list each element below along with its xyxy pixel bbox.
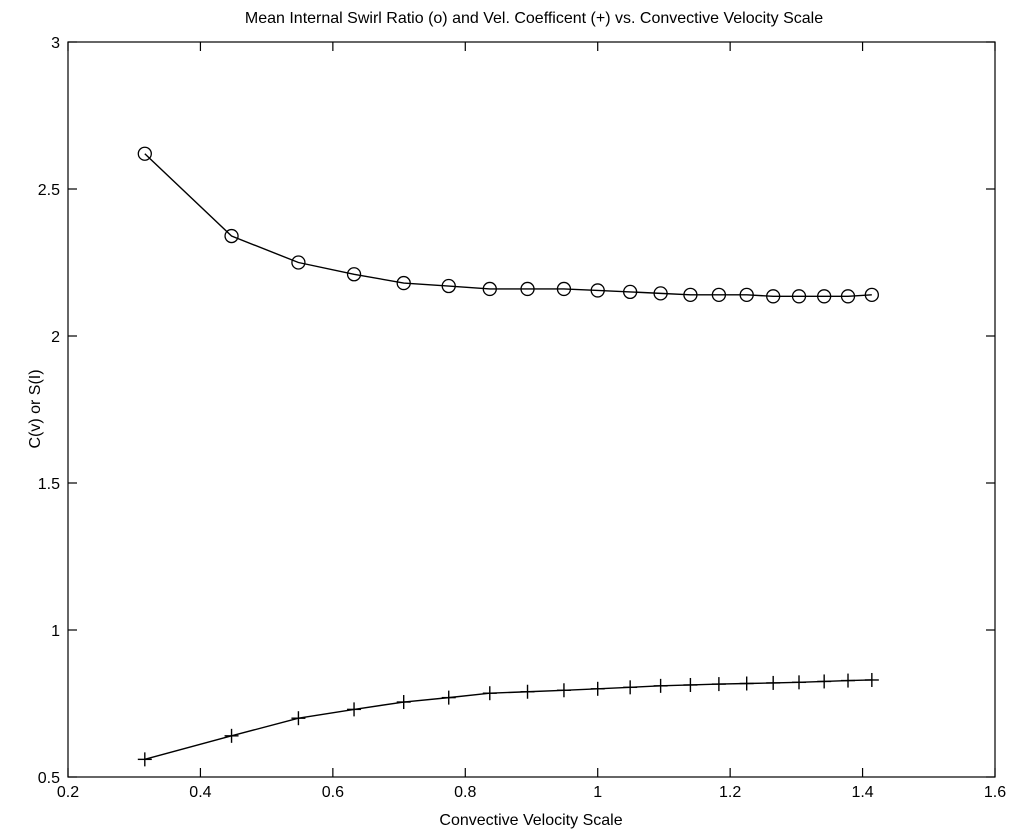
x-tick-label: 0.8 <box>454 784 476 801</box>
series-line-circle <box>144 153 872 298</box>
plus-marker <box>711 677 726 692</box>
y-tick-label: 2.5 <box>38 182 60 199</box>
circle-marker <box>711 287 727 302</box>
plus-marker <box>482 686 497 701</box>
plus-marker <box>653 678 668 693</box>
circle-marker <box>396 275 411 291</box>
x-tick-label: 1 <box>593 784 602 801</box>
circle-marker <box>291 255 306 270</box>
plus-marker <box>792 675 807 690</box>
circle-marker <box>791 289 807 304</box>
circle-marker <box>556 281 572 297</box>
circle-marker <box>623 284 638 300</box>
circle-marker <box>520 281 535 297</box>
circle-marker <box>683 287 698 302</box>
series-layer <box>137 146 879 767</box>
plus-marker <box>766 675 781 690</box>
y-tick-label: 3 <box>51 35 60 52</box>
plus-marker <box>224 728 239 743</box>
plus-marker <box>520 684 535 699</box>
x-tick-label: 1.6 <box>984 784 1006 801</box>
x-tick-label: 0.6 <box>322 784 344 801</box>
circle-marker <box>840 289 856 304</box>
y-tick-label: 2 <box>51 329 60 346</box>
plus-marker <box>347 702 362 717</box>
plus-marker <box>556 683 571 698</box>
circle-marker <box>653 286 668 301</box>
plus-marker <box>396 695 411 710</box>
series-circle <box>137 146 879 304</box>
chart-title: Mean Internal Swirl Ratio (o) and Vel. C… <box>245 10 823 27</box>
circle-marker <box>864 287 879 302</box>
x-tick-label: 1.2 <box>719 784 741 801</box>
circle-marker <box>817 289 832 304</box>
x-axis-label: Convective Velocity Scale <box>439 812 622 829</box>
y-axis-label: C(v) or S(I) <box>27 369 44 448</box>
plus-marker <box>623 680 638 695</box>
plot-frame <box>67 41 996 778</box>
plus-marker <box>590 681 605 696</box>
plus-marker <box>441 690 456 705</box>
plus-marker <box>817 674 832 689</box>
circle-marker <box>137 146 152 161</box>
plus-marker <box>841 673 856 688</box>
x-tick-label: 0.2 <box>57 784 79 801</box>
plus-marker <box>291 711 306 726</box>
circle-marker <box>224 228 239 244</box>
plus-marker <box>864 672 879 687</box>
plus-marker <box>137 752 152 767</box>
y-axis-ticks: 0.5 1 1.5 2 2.5 3 <box>38 35 995 787</box>
x-tick-label: 0.4 <box>189 784 211 801</box>
x-axis-ticks: 0.2 0.4 0.6 0.8 1 1.2 1.4 1.6 <box>57 42 1006 801</box>
y-tick-label: 1.5 <box>38 476 60 493</box>
circle-marker <box>482 281 497 297</box>
circle-marker <box>739 287 754 302</box>
circle-marker <box>346 267 362 282</box>
circle-marker <box>441 278 456 294</box>
y-tick-label: 1 <box>51 623 60 640</box>
y-tick-label: 0.5 <box>38 770 60 787</box>
circle-marker <box>590 283 605 298</box>
series-plus <box>137 672 879 767</box>
circle-marker <box>766 289 781 304</box>
plus-marker <box>739 676 754 691</box>
plus-marker <box>683 677 698 692</box>
x-tick-label: 1.4 <box>851 784 873 801</box>
